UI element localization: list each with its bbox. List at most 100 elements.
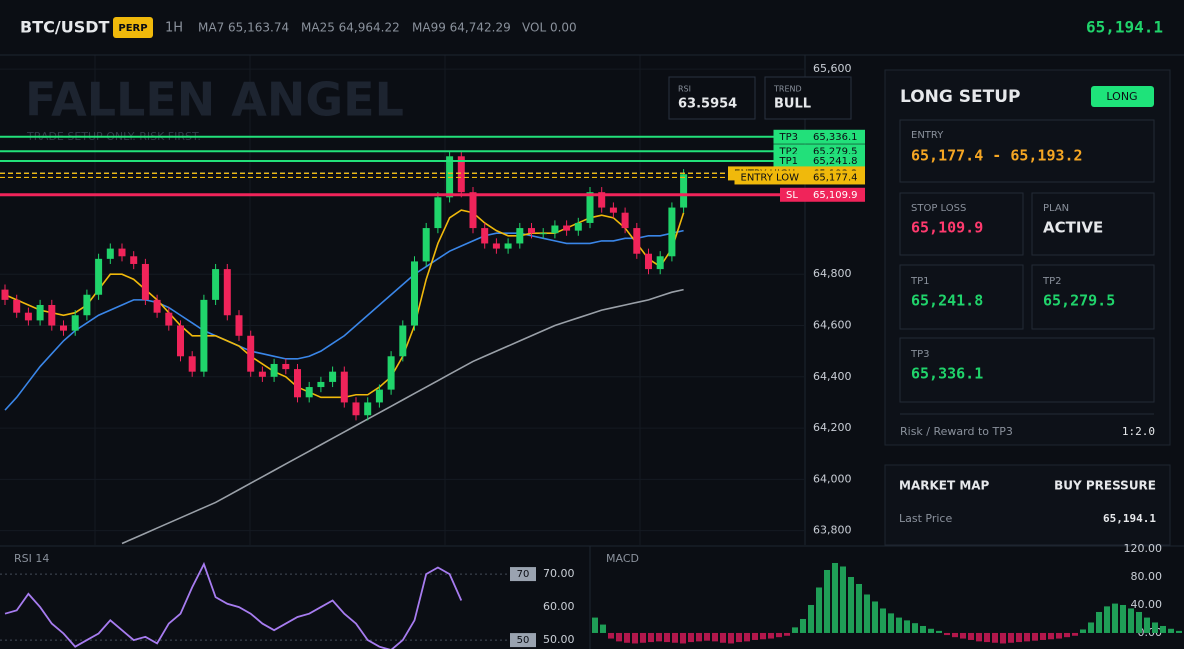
- level-name: TP1: [779, 156, 799, 167]
- macd-bar: [1168, 628, 1174, 633]
- rsi-title: RSI 14: [14, 552, 49, 565]
- level-name: SL: [786, 190, 798, 201]
- macd-bar: [888, 613, 894, 633]
- y-tick-label: 64,600: [813, 319, 852, 332]
- macd-bar: [1080, 629, 1086, 633]
- candle-body: [563, 225, 571, 231]
- ma-line: [4, 229, 684, 411]
- macd-bar: [648, 632, 654, 643]
- candle-body: [446, 156, 454, 198]
- candle-body: [305, 387, 313, 398]
- macd-bar: [728, 632, 734, 644]
- macd-bar: [944, 632, 950, 636]
- macd-bar: [864, 594, 870, 633]
- long-badge-bg: [1091, 86, 1154, 107]
- candle-body: [24, 312, 32, 321]
- candle-body: [680, 174, 688, 208]
- symbol: BTC/USDT: [20, 18, 109, 37]
- candle-body: [340, 371, 348, 403]
- y-tick-label: 50.00: [543, 633, 575, 646]
- macd-bar: [752, 632, 758, 640]
- candle-body: [223, 269, 231, 316]
- candle-body: [177, 325, 184, 357]
- tp-card: [1031, 264, 1155, 330]
- long-badge: LONG: [1106, 90, 1137, 103]
- macd-bar: [720, 632, 726, 643]
- candle-body: [95, 258, 103, 295]
- candle-body: [282, 363, 290, 370]
- macd-bar: [1016, 632, 1022, 643]
- macd-bar: [656, 632, 662, 642]
- macd-bar: [640, 632, 646, 643]
- ma-line: [121, 288, 684, 545]
- macd-bar: [960, 632, 966, 639]
- macd-bar: [856, 583, 862, 633]
- candle-body: [13, 299, 21, 313]
- volume: VOL 0.00: [522, 21, 577, 35]
- interval[interactable]: 1H: [165, 21, 183, 36]
- map-state: BUY PRESSURE: [1054, 479, 1156, 493]
- macd-bar: [880, 608, 886, 633]
- candle-body: [165, 312, 173, 326]
- last-label: Last Price: [899, 512, 952, 525]
- candle-body: [633, 228, 641, 254]
- macd-bar: [1160, 625, 1166, 633]
- candle-body: [258, 371, 266, 377]
- macd-bar: [744, 632, 750, 642]
- level-value: 65,336.1: [813, 132, 858, 143]
- level-value: 65,177.4: [813, 172, 858, 183]
- macd-bar: [632, 632, 638, 644]
- tp-card: [899, 337, 1155, 403]
- macd-bar: [776, 632, 782, 638]
- candle-body: [270, 363, 278, 377]
- macd-bar: [832, 562, 838, 633]
- tp-label: TP1: [910, 276, 930, 287]
- macd-bar: [840, 566, 846, 633]
- macd-bar: [928, 628, 934, 633]
- badge-bg: [113, 17, 153, 38]
- macd-bar: [1152, 622, 1158, 633]
- level-name: ENTRY LOW: [741, 172, 800, 183]
- tp-label: TP3: [910, 349, 930, 360]
- candle-body: [645, 253, 652, 270]
- tp-card: [899, 264, 1024, 330]
- candle-body: [621, 212, 629, 229]
- entry-card: [899, 119, 1155, 183]
- candle-body: [36, 305, 44, 321]
- candle-body: [492, 243, 500, 249]
- macd-bar: [1008, 632, 1014, 643]
- macd-bar: [1112, 603, 1118, 633]
- macd-bar: [984, 632, 990, 643]
- stop-value: 65,109.9: [911, 219, 983, 237]
- candle-body: [434, 197, 442, 229]
- rr-value: 1:2.0: [1122, 425, 1155, 438]
- level-tag-label: 70: [517, 569, 530, 580]
- macd-bar: [608, 632, 614, 639]
- entry-value: 65,177.4 - 65,193.2: [911, 147, 1083, 165]
- map-title: MARKET MAP: [899, 479, 990, 493]
- macd-bar: [712, 632, 718, 642]
- macd-bar: [1104, 606, 1110, 633]
- macd-bar: [896, 617, 902, 633]
- macd-bar: [1024, 632, 1030, 642]
- y-tick-label: 64,400: [813, 370, 852, 383]
- macd-bar: [688, 632, 694, 643]
- plan-value: ACTIVE: [1043, 219, 1103, 237]
- rsi-label: RSI: [678, 85, 691, 94]
- tp-value: 65,279.5: [1043, 292, 1115, 310]
- candle-body: [235, 315, 243, 336]
- macd-bar: [824, 569, 830, 633]
- candle-body: [153, 299, 161, 313]
- candle-body: [106, 248, 114, 259]
- macd-bar: [600, 624, 606, 633]
- rsi-line: [4, 561, 463, 649]
- stop-card: [899, 192, 1024, 256]
- candle-body: [586, 192, 594, 223]
- y-tick-label: 60.00: [543, 600, 575, 613]
- trend-value: BULL: [774, 97, 811, 112]
- entry-label: ENTRY: [911, 130, 944, 141]
- stop-label: STOP LOSS: [911, 203, 966, 214]
- candle-body: [71, 315, 79, 331]
- macd-bar: [904, 620, 910, 633]
